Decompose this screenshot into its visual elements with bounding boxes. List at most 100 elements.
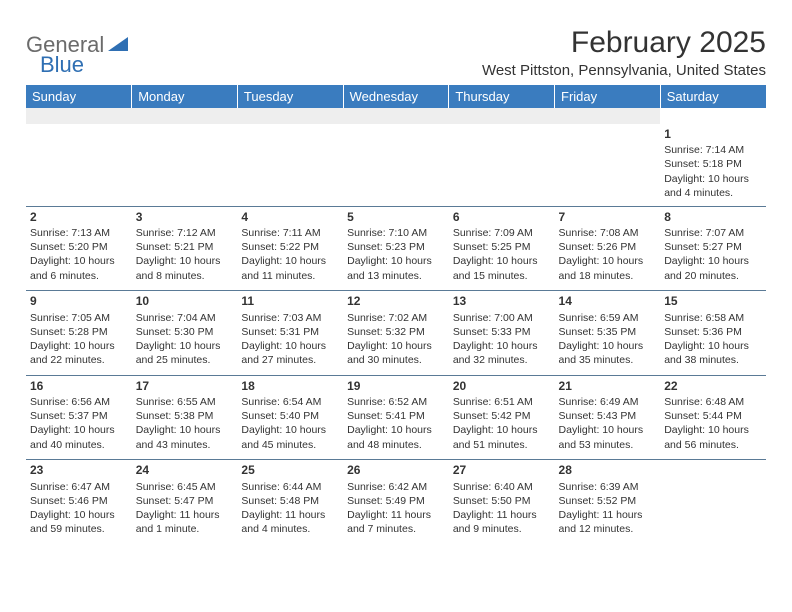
day-number: 1 [664,126,762,142]
day-cell: 7Sunrise: 7:08 AMSunset: 5:26 PMDaylight… [555,207,661,291]
sunset-text: Sunset: 5:40 PM [241,409,339,423]
sunrise-text: Sunrise: 7:13 AM [30,226,128,240]
day-cell: 19Sunrise: 6:52 AMSunset: 5:41 PMDayligh… [343,376,449,460]
day-cell: 4Sunrise: 7:11 AMSunset: 5:22 PMDaylight… [237,207,343,291]
daylight-text: Daylight: 10 hours and 51 minutes. [453,423,551,451]
empty-cell [132,124,238,206]
daylight-text: Daylight: 10 hours and 43 minutes. [136,423,234,451]
sunset-text: Sunset: 5:18 PM [664,157,762,171]
sunrise-text: Sunrise: 7:11 AM [241,226,339,240]
day-cell: 1Sunrise: 7:14 AMSunset: 5:18 PMDaylight… [660,124,766,206]
weekday-header: Sunday [26,85,132,108]
logo-blue-line: Blue [40,52,84,78]
sunrise-text: Sunrise: 6:55 AM [136,395,234,409]
weekday-header: Monday [132,85,238,108]
day-number: 18 [241,378,339,394]
day-cell: 27Sunrise: 6:40 AMSunset: 5:50 PMDayligh… [449,460,555,544]
weekday-header: Wednesday [343,85,449,108]
daylight-text: Daylight: 10 hours and 30 minutes. [347,339,445,367]
day-number: 23 [30,462,128,478]
weekday-header: Tuesday [237,85,343,108]
calendar-table: SundayMondayTuesdayWednesdayThursdayFrid… [26,85,766,544]
sunrise-text: Sunrise: 6:44 AM [241,480,339,494]
sunrise-text: Sunrise: 6:49 AM [559,395,657,409]
daylight-text: Daylight: 10 hours and 25 minutes. [136,339,234,367]
sunrise-text: Sunrise: 6:54 AM [241,395,339,409]
day-cell: 10Sunrise: 7:04 AMSunset: 5:30 PMDayligh… [132,291,238,375]
daylight-text: Daylight: 10 hours and 20 minutes. [664,254,762,282]
day-cell: 20Sunrise: 6:51 AMSunset: 5:42 PMDayligh… [449,376,555,460]
day-cell: 16Sunrise: 6:56 AMSunset: 5:37 PMDayligh… [26,376,132,460]
sunrise-text: Sunrise: 6:42 AM [347,480,445,494]
day-cell: 5Sunrise: 7:10 AMSunset: 5:23 PMDaylight… [343,207,449,291]
day-number: 10 [136,293,234,309]
daylight-text: Daylight: 10 hours and 32 minutes. [453,339,551,367]
daylight-text: Daylight: 11 hours and 7 minutes. [347,508,445,536]
day-cell: 24Sunrise: 6:45 AMSunset: 5:47 PMDayligh… [132,460,238,544]
sunset-text: Sunset: 5:44 PM [664,409,762,423]
empty-cell [237,124,343,206]
empty-cell [660,460,766,544]
day-number: 9 [30,293,128,309]
day-number: 27 [453,462,551,478]
day-number: 6 [453,209,551,225]
daylight-text: Daylight: 10 hours and 59 minutes. [30,508,128,536]
day-number: 22 [664,378,762,394]
sunrise-text: Sunrise: 7:04 AM [136,311,234,325]
sunrise-text: Sunrise: 7:09 AM [453,226,551,240]
sunset-text: Sunset: 5:36 PM [664,325,762,339]
sunrise-text: Sunrise: 7:14 AM [664,143,762,157]
daylight-text: Daylight: 10 hours and 8 minutes. [136,254,234,282]
day-cell: 3Sunrise: 7:12 AMSunset: 5:21 PMDaylight… [132,207,238,291]
day-number: 4 [241,209,339,225]
sunrise-text: Sunrise: 7:02 AM [347,311,445,325]
sunrise-text: Sunrise: 6:45 AM [136,480,234,494]
day-number: 7 [559,209,657,225]
weekday-header: Saturday [660,85,766,108]
sunset-text: Sunset: 5:35 PM [559,325,657,339]
daylight-text: Daylight: 10 hours and 15 minutes. [453,254,551,282]
day-number: 25 [241,462,339,478]
day-cell: 21Sunrise: 6:49 AMSunset: 5:43 PMDayligh… [555,376,661,460]
daylight-text: Daylight: 10 hours and 22 minutes. [30,339,128,367]
day-cell: 11Sunrise: 7:03 AMSunset: 5:31 PMDayligh… [237,291,343,375]
daylight-text: Daylight: 10 hours and 11 minutes. [241,254,339,282]
sunset-text: Sunset: 5:20 PM [30,240,128,254]
day-cell: 18Sunrise: 6:54 AMSunset: 5:40 PMDayligh… [237,376,343,460]
weekday-header: Friday [555,85,661,108]
daylight-text: Daylight: 10 hours and 40 minutes. [30,423,128,451]
day-number: 28 [559,462,657,478]
day-cell: 13Sunrise: 7:00 AMSunset: 5:33 PMDayligh… [449,291,555,375]
day-cell: 6Sunrise: 7:09 AMSunset: 5:25 PMDaylight… [449,207,555,291]
day-cell: 23Sunrise: 6:47 AMSunset: 5:46 PMDayligh… [26,460,132,544]
sunset-text: Sunset: 5:33 PM [453,325,551,339]
daylight-text: Daylight: 11 hours and 4 minutes. [241,508,339,536]
day-cell: 26Sunrise: 6:42 AMSunset: 5:49 PMDayligh… [343,460,449,544]
location: West Pittston, Pennsylvania, United Stat… [482,62,766,79]
day-number: 3 [136,209,234,225]
day-number: 13 [453,293,551,309]
sunset-text: Sunset: 5:32 PM [347,325,445,339]
sunset-text: Sunset: 5:41 PM [347,409,445,423]
sunset-text: Sunset: 5:46 PM [30,494,128,508]
daylight-text: Daylight: 11 hours and 12 minutes. [559,508,657,536]
sunset-text: Sunset: 5:22 PM [241,240,339,254]
empty-cell [449,124,555,206]
daylight-text: Daylight: 10 hours and 45 minutes. [241,423,339,451]
sunrise-text: Sunrise: 7:03 AM [241,311,339,325]
sunset-text: Sunset: 5:48 PM [241,494,339,508]
day-number: 20 [453,378,551,394]
sunset-text: Sunset: 5:50 PM [453,494,551,508]
weekday-header: Thursday [449,85,555,108]
day-number: 24 [136,462,234,478]
daylight-text: Daylight: 10 hours and 35 minutes. [559,339,657,367]
day-number: 16 [30,378,128,394]
day-number: 14 [559,293,657,309]
day-cell: 9Sunrise: 7:05 AMSunset: 5:28 PMDaylight… [26,291,132,375]
day-number: 8 [664,209,762,225]
sunrise-text: Sunrise: 7:05 AM [30,311,128,325]
sunrise-text: Sunrise: 6:52 AM [347,395,445,409]
empty-cell [343,124,449,206]
daylight-text: Daylight: 10 hours and 56 minutes. [664,423,762,451]
day-cell: 22Sunrise: 6:48 AMSunset: 5:44 PMDayligh… [660,376,766,460]
